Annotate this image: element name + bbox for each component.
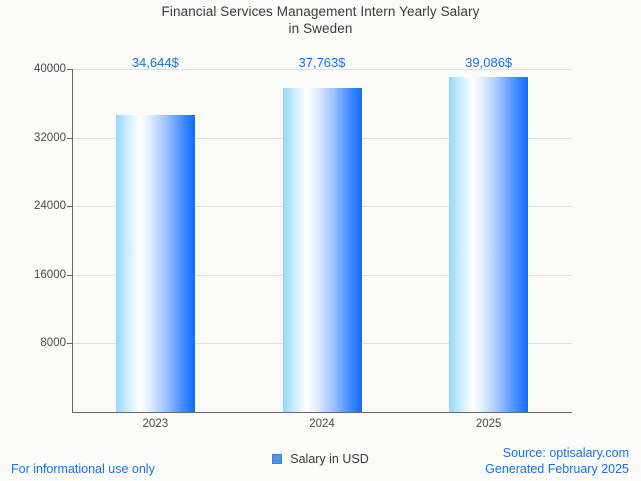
x-axis-line [72,412,572,413]
source-text: Source: optisalary.com [502,446,629,460]
y-tick-label: 32000 [34,131,66,144]
bar-value-label-2023: 34,644$ [131,55,179,70]
gridline [72,69,572,70]
chart-legend: Salary in USD [0,452,641,466]
legend-item-label: Salary in USD [290,452,369,466]
legend-swatch-icon [272,454,283,464]
source-block: Source: optisalary.com Generated Februar… [485,445,629,477]
chart-title-line-1: Financial Services Management Intern Yea… [161,4,480,19]
chart-title-line-2: in Sweden [288,21,353,36]
y-tick-label: 16000 [34,268,66,281]
y-tick-mark [67,343,72,345]
y-tick-label: 8000 [40,337,66,350]
bar-value-label-2024: 37,763$ [298,55,346,70]
y-tick-mark [67,137,72,139]
bar-2025[interactable] [449,76,529,412]
x-tick-label-2023: 2023 [142,418,169,430]
y-axis-line [72,69,73,413]
chart-title: Financial Services Management Intern Yea… [0,3,641,37]
bar-value-label-2025: 39,086$ [465,55,513,70]
x-tick-label-2024: 2024 [309,418,335,430]
generated-text: Generated February 2025 [485,462,629,476]
x-tick-label-2025: 2025 [475,418,502,430]
bar-2024[interactable] [282,88,362,412]
y-tick-mark [67,69,72,70]
bar-2023[interactable] [115,114,195,412]
disclaimer-text: For informational use only [11,462,155,476]
y-tick-mark [67,206,72,208]
plot-area [67,69,572,412]
y-tick-label: 40000 [34,63,66,75]
y-tick-mark [67,274,72,276]
y-tick-label: 24000 [34,200,66,213]
